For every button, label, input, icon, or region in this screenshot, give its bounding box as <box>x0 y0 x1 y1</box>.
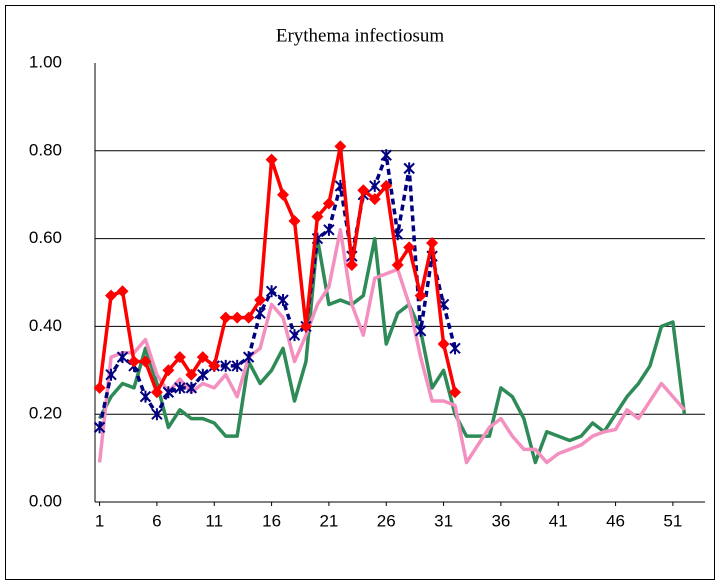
data-point <box>254 307 266 320</box>
data-point <box>127 355 140 368</box>
data-point <box>174 381 186 394</box>
data-point <box>357 184 370 197</box>
data-point <box>242 351 255 364</box>
data-point <box>231 359 243 372</box>
data-point <box>220 359 232 372</box>
data-point <box>380 149 392 162</box>
data-point <box>105 289 118 302</box>
data-point <box>265 153 278 166</box>
data-point <box>322 197 335 210</box>
x-tick-label: 36 <box>491 511 510 530</box>
data-point <box>139 355 152 368</box>
y-tick-label: 0.60 <box>29 228 62 247</box>
data-point <box>345 258 358 271</box>
data-point <box>242 311 255 324</box>
data-point <box>93 421 106 434</box>
data-point <box>162 364 175 377</box>
data-point <box>208 359 221 372</box>
x-tick-label: 46 <box>606 511 625 530</box>
data-point <box>93 381 106 394</box>
data-point <box>231 311 244 324</box>
x-tick-label: 21 <box>319 511 338 530</box>
data-point <box>380 179 393 192</box>
data-point <box>162 386 175 399</box>
y-tick-label: 0.00 <box>29 491 62 510</box>
data-point <box>265 285 278 298</box>
x-tick-label: 31 <box>434 511 453 530</box>
y-tick-label: 0.80 <box>29 140 62 159</box>
y-tick-label: 0.20 <box>29 404 62 423</box>
chart-title: Erythema infectiosum <box>276 25 445 46</box>
data-point <box>403 162 415 175</box>
x-tick-label: 41 <box>549 511 568 530</box>
series-line <box>98 236 687 465</box>
x-tick-label: 1 <box>95 511 104 530</box>
y-tick-label: 0.40 <box>29 316 62 335</box>
data-point <box>116 351 129 364</box>
series-line <box>97 153 457 428</box>
data-point <box>219 311 232 324</box>
data-point <box>173 351 186 364</box>
data-point <box>426 236 439 249</box>
data-point <box>449 342 461 355</box>
data-point <box>323 223 335 236</box>
data-point <box>151 408 163 421</box>
series-line <box>97 228 686 465</box>
x-tick-label: 11 <box>205 511 223 530</box>
data-point <box>414 324 427 337</box>
data-point <box>391 258 404 271</box>
data-point <box>369 179 381 192</box>
data-point <box>254 294 267 307</box>
data-point <box>185 381 198 394</box>
data-point <box>368 193 381 206</box>
data-point <box>277 188 290 201</box>
data-point <box>288 329 301 342</box>
x-tick-label: 26 <box>377 511 396 530</box>
data-point <box>185 368 198 381</box>
data-point <box>311 210 324 223</box>
x-tick-label: 6 <box>152 511 161 530</box>
data-point <box>403 241 416 254</box>
data-point <box>277 294 289 307</box>
y-tick-label: 1.00 <box>29 52 62 71</box>
data-point <box>437 337 450 350</box>
data-point <box>105 368 117 381</box>
data-point <box>299 320 312 333</box>
x-tick-label: 16 <box>262 511 281 530</box>
data-point <box>197 368 209 381</box>
data-point <box>334 140 347 153</box>
data-point <box>196 351 209 364</box>
x-tick-label: 51 <box>663 511 682 530</box>
data-point <box>414 289 427 302</box>
data-point <box>449 386 462 399</box>
data-point <box>150 386 163 399</box>
data-point <box>139 390 152 403</box>
data-point <box>288 215 301 228</box>
data-point <box>116 285 129 298</box>
